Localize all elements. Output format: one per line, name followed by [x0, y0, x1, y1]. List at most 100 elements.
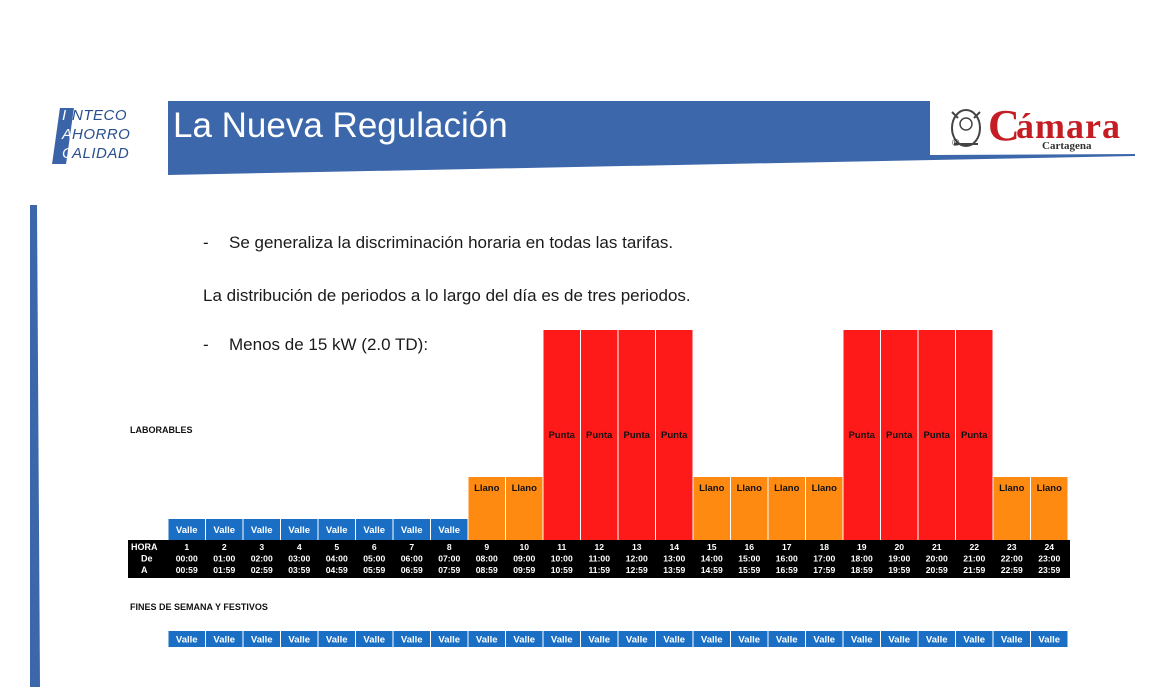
weekend-bar-17 — [768, 631, 805, 647]
weekend-label-16: Valle — [738, 635, 760, 646]
weekend-label-4: Valle — [288, 635, 310, 646]
weekday-label-14: Punta — [661, 430, 688, 441]
weekend-label-11: Valle — [551, 635, 573, 646]
weekday-bar-14 — [656, 330, 693, 540]
cell-0-9: 9 — [484, 542, 489, 552]
cell-1-13: 12:00 — [626, 554, 648, 564]
weekday-label-2: Valle — [213, 525, 235, 536]
cell-0-17: 17 — [782, 542, 792, 552]
weekday-bar-12 — [581, 330, 618, 540]
cell-0-7: 7 — [409, 542, 414, 552]
weekday-bar-7 — [393, 519, 430, 540]
cell-0-18: 18 — [819, 542, 829, 552]
cell-1-20: 19:00 — [888, 554, 910, 564]
weekend-bar-21 — [918, 631, 955, 647]
weekday-label-17: Llano — [774, 483, 800, 494]
weekday-bar-11 — [543, 330, 580, 540]
cell-2-12: 11:59 — [588, 565, 610, 575]
weekend-bar-12 — [581, 631, 618, 647]
weekday-label-8: Valle — [438, 525, 460, 536]
weekend-bar-19 — [843, 631, 880, 647]
weekend-label-19: Valle — [851, 635, 873, 646]
weekday-bar-24 — [1031, 477, 1068, 540]
weekday-bar-1 — [168, 519, 205, 540]
cell-0-19: 19 — [857, 542, 867, 552]
cell-0-14: 14 — [669, 542, 679, 552]
weekend-label-7: Valle — [401, 635, 423, 646]
weekday-bar-8 — [431, 519, 468, 540]
weekend-label-20: Valle — [888, 635, 910, 646]
cell-0-24: 24 — [1044, 542, 1054, 552]
cell-0-2: 2 — [222, 542, 227, 552]
weekend-label-18: Valle — [813, 635, 835, 646]
inteco-logo: I NTECO AHORRO CALIDAD — [52, 106, 152, 166]
weekday-bar-5 — [318, 519, 355, 540]
weekend-label-10: Valle — [513, 635, 535, 646]
weekend-bar-4 — [281, 631, 318, 647]
cell-2-2: 01:59 — [213, 565, 235, 575]
weekend-bar-20 — [881, 631, 918, 647]
row-header-2: A — [141, 565, 148, 575]
weekday-label-9: Llano — [474, 483, 500, 494]
cell-2-8: 07:59 — [438, 565, 460, 575]
cell-0-4: 4 — [297, 542, 302, 552]
weekday-label-10: Llano — [512, 483, 538, 494]
cell-1-8: 07:00 — [438, 554, 460, 564]
cell-0-15: 15 — [707, 542, 717, 552]
weekend-label-13: Valle — [626, 635, 648, 646]
cell-0-12: 12 — [594, 542, 604, 552]
row-header-0: HORA — [131, 542, 158, 552]
camara-word: ámara — [1016, 106, 1121, 146]
weekday-label-13: Punta — [624, 430, 651, 441]
weekend-label-9: Valle — [476, 635, 498, 646]
cell-2-19: 18:59 — [851, 565, 873, 575]
cell-2-18: 17:59 — [813, 565, 835, 575]
cell-1-9: 08:00 — [476, 554, 498, 564]
camara-c: C — [988, 101, 1020, 150]
cell-2-3: 02:59 — [251, 565, 273, 575]
weekend-bar-1 — [168, 631, 205, 647]
cell-1-16: 15:00 — [738, 554, 760, 564]
cell-0-3: 3 — [259, 542, 264, 552]
cell-0-16: 16 — [744, 542, 754, 552]
weekday-label-20: Punta — [886, 430, 913, 441]
cell-2-5: 04:59 — [326, 565, 348, 575]
cell-1-11: 10:00 — [551, 554, 573, 564]
weekday-bar-17 — [768, 477, 805, 540]
weekend-label-21: Valle — [926, 635, 948, 646]
weekday-bar-13 — [618, 330, 655, 540]
weekday-bar-23 — [993, 477, 1030, 540]
weekday-bar-22 — [956, 330, 993, 540]
weekend-bar-6 — [356, 631, 393, 647]
weekday-label: LABORABLES — [130, 425, 193, 435]
weekday-label-16: Llano — [737, 483, 763, 494]
cell-2-7: 06:59 — [401, 565, 423, 575]
cell-2-15: 14:59 — [701, 565, 723, 575]
cell-0-21: 21 — [932, 542, 942, 552]
weekend-bar-10 — [506, 631, 543, 647]
cell-1-10: 09:00 — [513, 554, 535, 564]
cell-1-22: 21:00 — [963, 554, 985, 564]
weekend-bar-11 — [543, 631, 580, 647]
weekend-label-3: Valle — [251, 635, 273, 646]
cell-1-18: 17:00 — [813, 554, 835, 564]
cell-2-4: 03:59 — [288, 565, 310, 575]
cell-1-5: 04:00 — [326, 554, 348, 564]
bullet-2-text: Menos de 15 kW (2.0 TD): — [229, 335, 429, 354]
weekday-bar-15 — [693, 477, 730, 540]
logo-line-2: AHORRO — [62, 126, 131, 143]
weekday-label-5: Valle — [326, 525, 348, 536]
weekend-label: FINES DE SEMANA Y FESTIVOS — [130, 602, 268, 612]
weekday-label-15: Llano — [699, 483, 725, 494]
weekday-bar-16 — [731, 477, 768, 540]
cell-1-3: 02:00 — [251, 554, 273, 564]
weekday-bar-19 — [843, 330, 880, 540]
weekend-label-1: Valle — [176, 635, 198, 646]
weekend-bar-16 — [731, 631, 768, 647]
weekend-bar-15 — [693, 631, 730, 647]
cell-2-24: 23:59 — [1038, 565, 1060, 575]
weekend-bar-23 — [993, 631, 1030, 647]
hours-table-bg — [128, 540, 1070, 578]
weekday-label-18: Llano — [812, 483, 838, 494]
weekday-bar-4 — [281, 519, 318, 540]
